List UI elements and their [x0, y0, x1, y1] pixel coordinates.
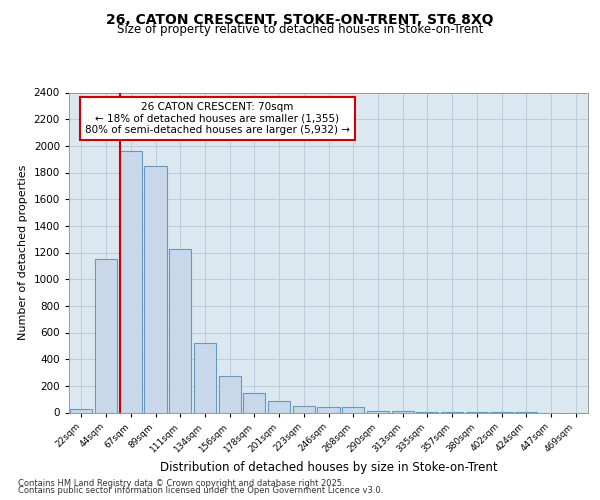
Text: Contains public sector information licensed under the Open Government Licence v3: Contains public sector information licen… — [18, 486, 383, 495]
Bar — [293, 406, 315, 412]
Text: Contains HM Land Registry data © Crown copyright and database right 2025.: Contains HM Land Registry data © Crown c… — [18, 478, 344, 488]
X-axis label: Distribution of detached houses by size in Stoke-on-Trent: Distribution of detached houses by size … — [160, 460, 497, 473]
Bar — [268, 401, 290, 412]
Bar — [169, 248, 191, 412]
Bar — [243, 392, 265, 412]
Bar — [194, 343, 216, 412]
Bar — [145, 166, 167, 412]
Bar — [95, 259, 117, 412]
Bar — [317, 406, 340, 412]
Bar — [70, 409, 92, 412]
Bar — [342, 407, 364, 412]
Text: 26, CATON CRESCENT, STOKE-ON-TRENT, ST6 8XQ: 26, CATON CRESCENT, STOKE-ON-TRENT, ST6 … — [106, 12, 494, 26]
Bar — [218, 376, 241, 412]
Text: Size of property relative to detached houses in Stoke-on-Trent: Size of property relative to detached ho… — [117, 22, 483, 36]
Text: 26 CATON CRESCENT: 70sqm
← 18% of detached houses are smaller (1,355)
80% of sem: 26 CATON CRESCENT: 70sqm ← 18% of detach… — [85, 102, 350, 135]
Bar — [119, 151, 142, 412]
Bar — [367, 410, 389, 412]
Y-axis label: Number of detached properties: Number of detached properties — [18, 165, 28, 340]
